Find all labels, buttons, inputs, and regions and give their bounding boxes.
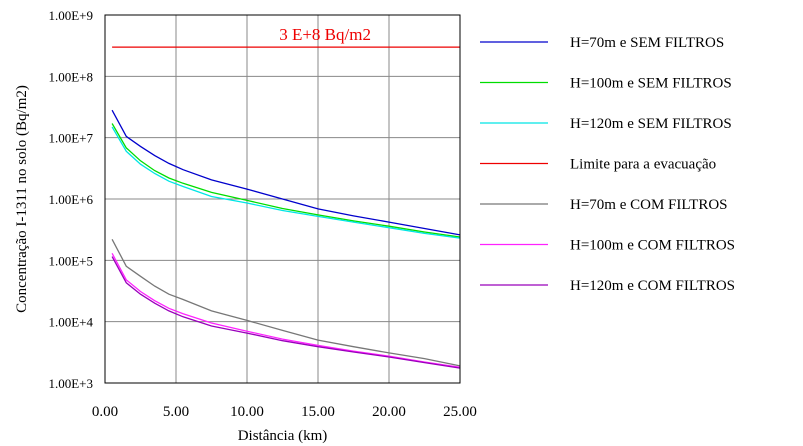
series-line: [111, 123, 461, 238]
series-line: [111, 238, 461, 367]
x-tick-label: 5.00: [163, 404, 189, 420]
series-line: [111, 109, 461, 236]
series-line: [111, 126, 461, 239]
x-tick-label: 0.00: [92, 404, 118, 420]
x-axis-label: Distância (km): [238, 428, 328, 444]
y-tick-label: 1.00E+8: [48, 69, 93, 84]
series-lines: [111, 46, 461, 369]
legend-label: H=100m e COM FILTROS: [570, 238, 735, 254]
y-tick-label: 1.00E+3: [48, 376, 93, 391]
x-tick-label: 20.00: [372, 404, 406, 420]
legend: H=70m e SEM FILTROS H=100m e SEM FILTROS H…: [480, 35, 735, 294]
legend-label: H=100m e SEM FILTROS: [570, 76, 732, 92]
y-tick-label: 1.00E+5: [48, 253, 93, 268]
legend-label: H=70m e COM FILTROS: [570, 197, 728, 213]
x-tick-label: 25.00: [443, 404, 477, 420]
series-line: [111, 252, 461, 368]
x-tick-label: 10.00: [230, 404, 264, 420]
series-line: [111, 256, 461, 369]
x-axis-ticks: 0.00 5.00 10.00 15.00 20.00 25.00: [92, 404, 477, 420]
legend-label: H=120m e SEM FILTROS: [570, 116, 732, 132]
legend-label: H=70m e SEM FILTROS: [570, 35, 724, 51]
plot-frame: [104, 14, 461, 384]
y-axis-label: Concentração I-1311 no solo (Bq/m2): [14, 85, 30, 313]
x-tick-label: 15.00: [301, 404, 335, 420]
y-tick-label: 1.00E+4: [48, 315, 93, 330]
y-tick-label: 1.00E+6: [48, 192, 93, 207]
y-axis-ticks: 1.00E+3 1.00E+4 1.00E+5 1.00E+6 1.00E+7 1.00E…: [48, 8, 93, 391]
evacuation-limit-annotation: 3 E+8 Bq/m2: [279, 25, 371, 44]
y-tick-label: 1.00E+7: [48, 131, 93, 146]
legend-label: Limite para a evacuação: [570, 157, 716, 173]
legend-label: H=120m e COM FILTROS: [570, 278, 735, 294]
y-tick-label: 1.00E+9: [48, 8, 93, 23]
